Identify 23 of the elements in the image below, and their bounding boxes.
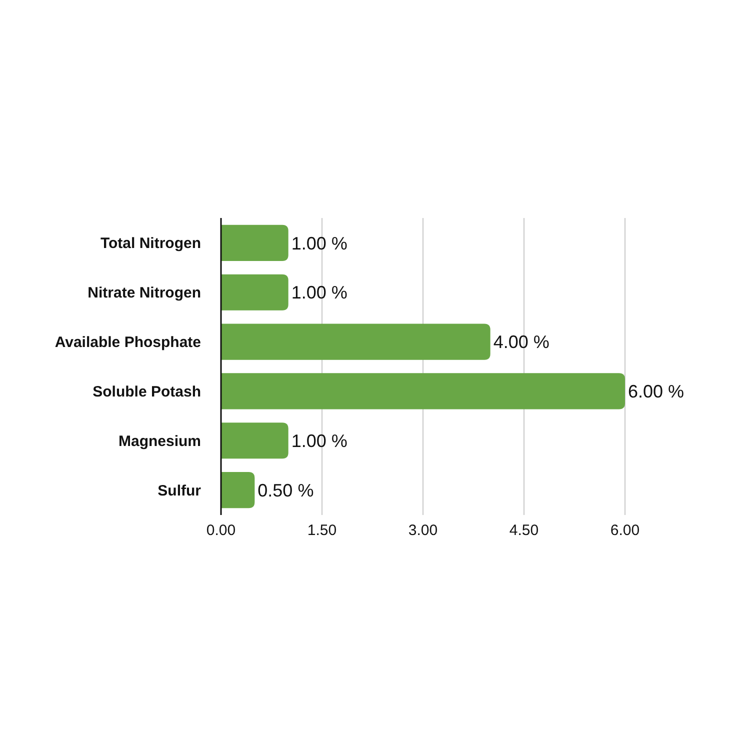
y-tick-label: Total Nitrogen: [100, 235, 201, 252]
data-label: 1.00 %: [291, 282, 348, 303]
data-label: 4.00 %: [493, 332, 550, 352]
bar: [221, 472, 255, 508]
x-tick-label: 3.00: [408, 522, 438, 539]
data-label: 0.50 %: [258, 480, 314, 500]
bar: [221, 324, 490, 360]
x-tick-label: 6.00: [610, 522, 640, 539]
y-tick-label: Nitrate Nitrogen: [88, 284, 201, 302]
bar: [221, 422, 288, 459]
bar: [221, 373, 625, 410]
y-tick-label: Magnesium: [118, 432, 201, 450]
x-tick-label: 0.00: [206, 522, 236, 539]
y-tick-label: Sulfur: [158, 482, 202, 500]
x-tick-label: 1.50: [307, 522, 337, 539]
y-tick-label: Available Phosphate: [54, 334, 201, 352]
data-label: 6.00 %: [628, 382, 684, 402]
bar: [221, 224, 288, 261]
x-tick-label: 4.50: [509, 522, 539, 539]
data-label: 1.00 %: [291, 430, 348, 451]
data-label: 1.00 %: [291, 233, 348, 254]
y-tick-label: Soluble Potash: [92, 383, 201, 400]
bar: [221, 274, 288, 310]
